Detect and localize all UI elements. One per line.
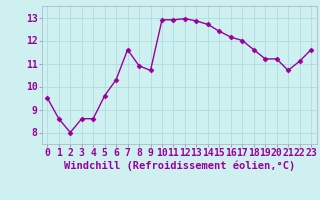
X-axis label: Windchill (Refroidissement éolien,°C): Windchill (Refroidissement éolien,°C) (64, 161, 295, 171)
